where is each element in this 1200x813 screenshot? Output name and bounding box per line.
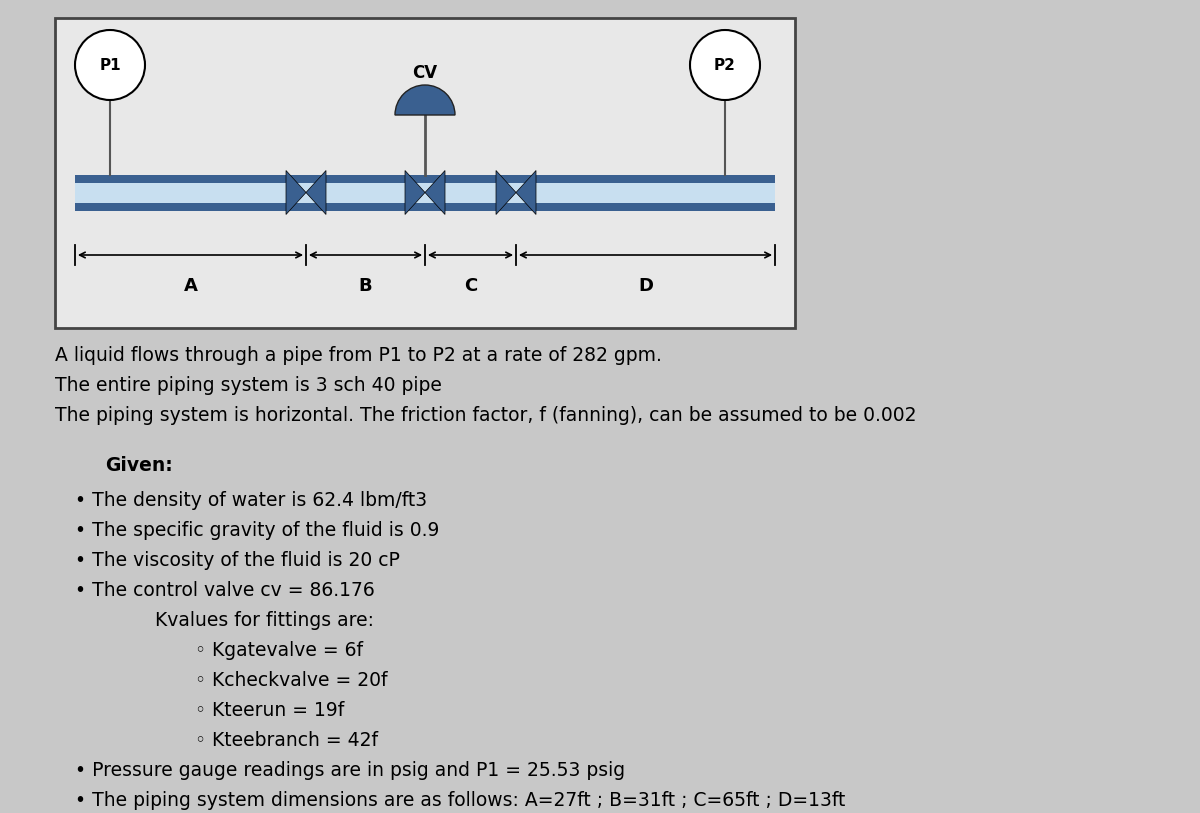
Text: ◦ Kteebranch = 42f: ◦ Kteebranch = 42f (194, 731, 378, 750)
Polygon shape (425, 171, 445, 215)
Text: C: C (464, 277, 478, 295)
Text: A: A (184, 277, 198, 295)
Text: ◦ Kcheckvalve = 20f: ◦ Kcheckvalve = 20f (194, 671, 388, 690)
Wedge shape (395, 85, 455, 115)
Bar (74, 183, 775, 203)
Text: • The piping system dimensions are as follows: A=27ft ; B=31ft ; C=65ft ; D=13ft: • The piping system dimensions are as fo… (74, 791, 845, 810)
Text: D: D (638, 277, 653, 295)
Text: • The density of water is 62.4 lbm/ft3: • The density of water is 62.4 lbm/ft3 (74, 491, 427, 510)
Text: • The control valve cv = 86.176: • The control valve cv = 86.176 (74, 581, 374, 600)
Circle shape (74, 30, 145, 100)
Text: • Pressure gauge readings are in psig and P1 = 25.53 psig: • Pressure gauge readings are in psig an… (74, 761, 625, 780)
Polygon shape (496, 171, 516, 215)
Text: ◦ Kgatevalve = 6f: ◦ Kgatevalve = 6f (194, 641, 364, 660)
Text: B: B (359, 277, 372, 295)
Text: The entire piping system is 3 sch 40 pipe: The entire piping system is 3 sch 40 pip… (55, 376, 442, 395)
Text: • The viscosity of the fluid is 20 cP: • The viscosity of the fluid is 20 cP (74, 551, 400, 570)
Bar (74, 203, 775, 211)
Polygon shape (286, 171, 306, 215)
Circle shape (690, 30, 760, 100)
Polygon shape (306, 171, 326, 215)
Text: Kvalues for fittings are:: Kvalues for fittings are: (155, 611, 374, 630)
Polygon shape (406, 171, 425, 215)
Text: A liquid flows through a pipe from P1 to P2 at a rate of 282 gpm.: A liquid flows through a pipe from P1 to… (55, 346, 662, 365)
Bar (74, 175, 775, 183)
Text: • The specific gravity of the fluid is 0.9: • The specific gravity of the fluid is 0… (74, 521, 439, 540)
Text: CV: CV (413, 64, 438, 82)
Polygon shape (516, 171, 536, 215)
Text: ◦ Kteerun = 19f: ◦ Kteerun = 19f (194, 701, 344, 720)
Text: The piping system is horizontal. The friction factor, f (fanning), can be assume: The piping system is horizontal. The fri… (55, 406, 917, 425)
Text: P1: P1 (100, 58, 121, 72)
Bar (55, 18, 796, 328)
Text: Given:: Given: (106, 456, 173, 475)
Text: P2: P2 (714, 58, 736, 72)
